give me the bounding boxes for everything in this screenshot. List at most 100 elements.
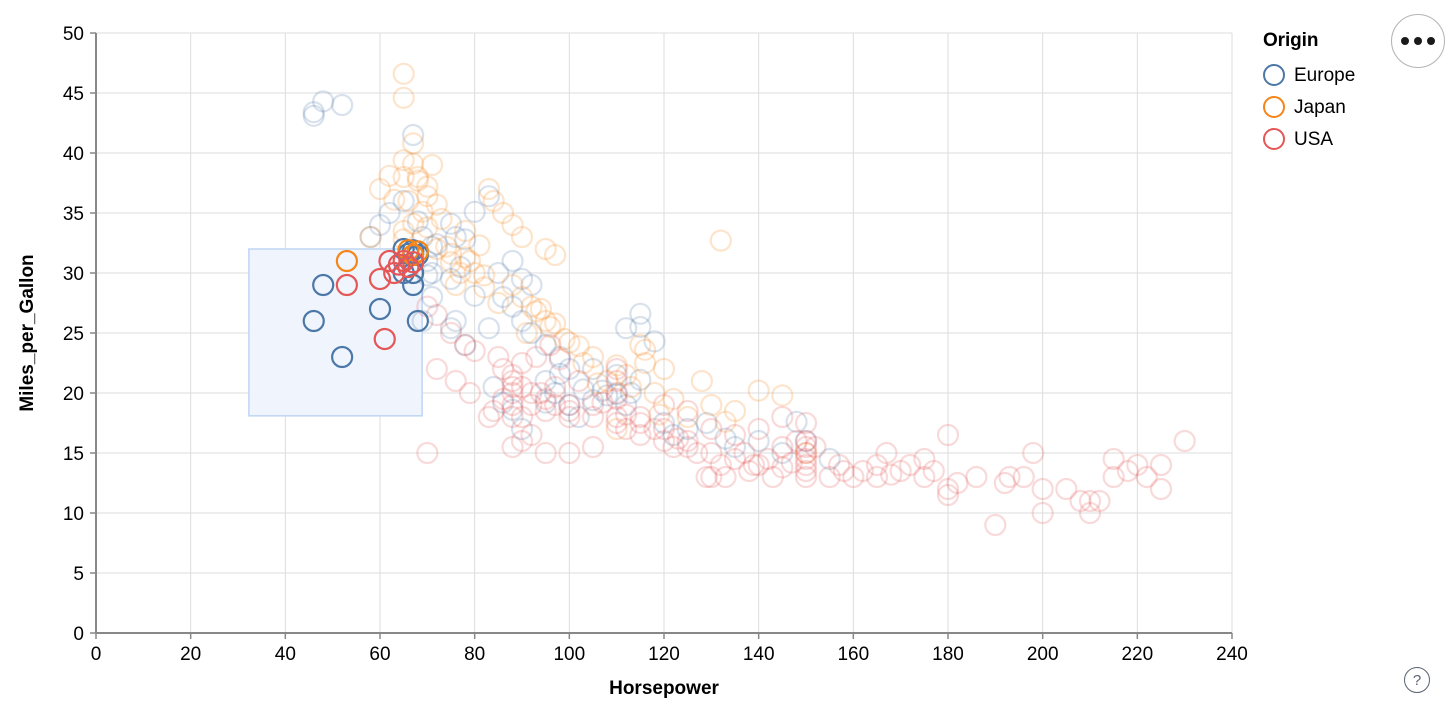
data-point[interactable] <box>510 351 534 375</box>
data-point[interactable] <box>652 357 676 381</box>
data-point[interactable] <box>984 513 1007 537</box>
data-point[interactable] <box>482 375 505 399</box>
data-point[interactable] <box>794 441 818 465</box>
data-point[interactable] <box>468 234 491 257</box>
data-point[interactable] <box>501 381 524 405</box>
data-point[interactable] <box>501 295 524 318</box>
data-point[interactable] <box>444 369 467 393</box>
data-point[interactable] <box>1078 501 1102 525</box>
data-point[interactable] <box>676 435 699 459</box>
data-point[interactable] <box>633 351 657 375</box>
data-point[interactable] <box>733 441 756 465</box>
data-point[interactable] <box>331 93 354 117</box>
data-point[interactable] <box>525 345 548 369</box>
data-point[interactable] <box>794 453 818 477</box>
data-point[interactable] <box>723 447 747 471</box>
data-point[interactable] <box>529 381 553 405</box>
data-point[interactable] <box>605 387 628 411</box>
data-point[interactable] <box>548 362 571 385</box>
data-point[interactable] <box>425 193 448 216</box>
data-point[interactable] <box>922 459 945 483</box>
data-point[interactable] <box>780 451 803 474</box>
data-point[interactable] <box>648 403 671 426</box>
data-point[interactable] <box>619 381 642 405</box>
data-point[interactable] <box>676 429 699 453</box>
data-point[interactable] <box>676 405 699 429</box>
data-point[interactable] <box>544 393 567 417</box>
data-point[interactable] <box>510 417 534 441</box>
data-point[interactable] <box>558 399 581 423</box>
data-point[interactable] <box>1012 465 1035 489</box>
data-point[interactable] <box>454 333 477 357</box>
plot-svg[interactable]: 0 20 40 60 80 100 120 140 160 180 200 220 240 0 5 10 15 2… <box>0 0 1260 712</box>
data-point[interactable] <box>629 368 652 391</box>
data-point[interactable] <box>463 261 486 285</box>
data-point[interactable] <box>723 435 747 459</box>
data-point[interactable] <box>1135 465 1158 489</box>
data-point[interactable] <box>439 317 463 340</box>
data-point[interactable] <box>411 200 434 223</box>
data-point[interactable] <box>794 429 818 453</box>
data-point[interactable] <box>1102 465 1125 489</box>
data-point[interactable] <box>406 169 429 192</box>
data-point[interactable] <box>510 309 534 333</box>
data-point[interactable] <box>491 387 515 411</box>
data-point[interactable] <box>686 441 709 465</box>
data-point[interactable] <box>880 463 903 486</box>
data-point[interactable] <box>913 465 936 489</box>
data-point[interactable] <box>1031 501 1054 525</box>
data-point[interactable] <box>662 387 685 411</box>
legend-item-japan[interactable]: Japan <box>1263 91 1423 123</box>
data-point[interactable] <box>463 339 486 363</box>
data-point[interactable] <box>794 435 818 459</box>
data-point[interactable] <box>629 302 652 325</box>
data-point[interactable] <box>629 333 652 357</box>
data-point[interactable] <box>709 229 732 252</box>
data-point[interactable] <box>416 185 439 208</box>
data-point[interactable] <box>312 273 335 297</box>
data-point[interactable] <box>482 399 505 423</box>
data-point[interactable] <box>936 477 960 501</box>
data-point[interactable] <box>596 384 619 407</box>
data-point[interactable] <box>534 391 557 414</box>
data-point[interactable] <box>544 381 567 405</box>
data-point[interactable] <box>605 354 628 377</box>
data-point[interactable] <box>553 327 576 351</box>
data-point[interactable] <box>652 393 676 417</box>
data-point[interactable] <box>1031 477 1054 501</box>
data-point[interactable] <box>544 375 567 399</box>
data-point[interactable] <box>596 369 619 393</box>
data-point[interactable] <box>534 309 557 333</box>
data-point[interactable] <box>572 378 595 401</box>
data-point[interactable] <box>771 384 794 407</box>
data-point[interactable] <box>794 447 818 471</box>
data-point[interactable] <box>534 399 557 423</box>
data-point[interactable] <box>402 251 425 274</box>
data-point[interactable] <box>998 465 1021 489</box>
data-point[interactable] <box>1069 489 1092 513</box>
data-point[interactable] <box>1088 489 1111 513</box>
data-point[interactable] <box>643 417 666 441</box>
data-point[interactable] <box>709 453 732 477</box>
data-point[interactable] <box>794 465 818 489</box>
data-point[interactable] <box>501 363 524 387</box>
data-point[interactable] <box>520 321 543 345</box>
data-point[interactable] <box>652 417 676 441</box>
data-point[interactable] <box>392 249 415 273</box>
data-point[interactable] <box>865 465 889 489</box>
data-point[interactable] <box>435 235 458 258</box>
data-point[interactable] <box>312 90 335 113</box>
data-point[interactable] <box>771 405 794 429</box>
data-point[interactable] <box>865 453 889 477</box>
data-point[interactable] <box>1173 429 1196 453</box>
data-point[interactable] <box>548 345 571 369</box>
data-point[interactable] <box>392 149 415 172</box>
data-point[interactable] <box>444 309 467 333</box>
data-point[interactable] <box>477 177 500 201</box>
data-point[interactable] <box>420 285 444 309</box>
data-point[interactable] <box>714 410 737 433</box>
data-point[interactable] <box>425 233 448 256</box>
data-point[interactable] <box>444 273 467 297</box>
data-point[interactable] <box>605 369 628 393</box>
data-point[interactable] <box>558 331 581 354</box>
